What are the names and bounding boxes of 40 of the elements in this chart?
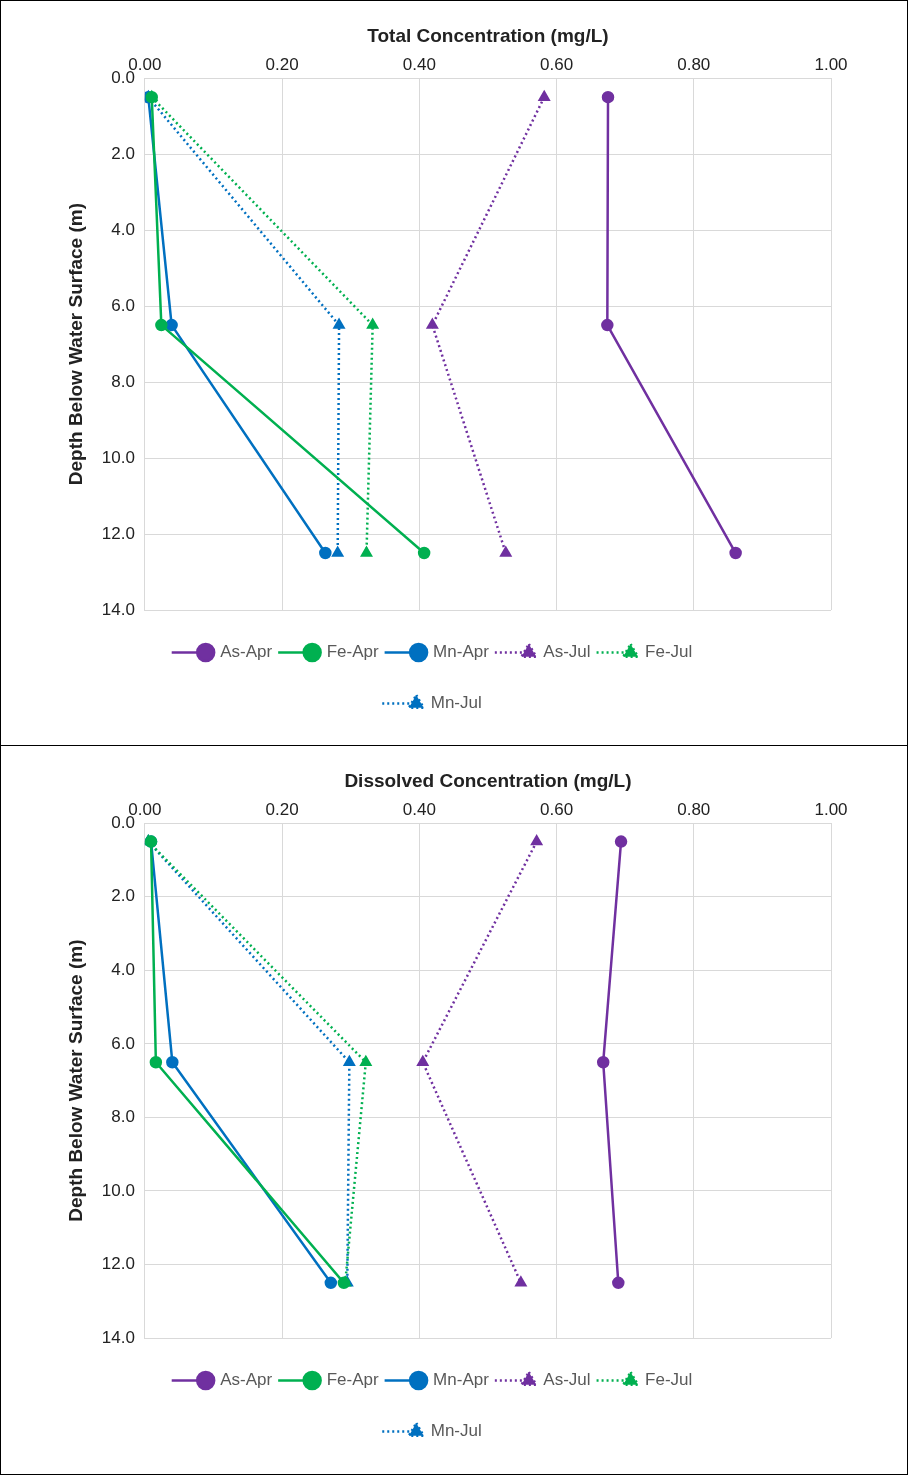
x-tick-label: 0.60 <box>540 799 574 819</box>
y-tick-label: 6.0 <box>111 295 135 315</box>
x-tick-label: 1.00 <box>814 54 848 74</box>
y-tick-label: 10.0 <box>101 1180 135 1200</box>
x-tick-label: 0.60 <box>540 54 574 74</box>
y-tick-label: 2.0 <box>111 143 135 163</box>
legend-label: Mn-Jul <box>430 693 482 713</box>
legend-label: As-Jul <box>543 1370 591 1390</box>
x-axis-title: Dissolved Concentration (mg/L) <box>344 769 632 791</box>
y-tick-label: 8.0 <box>111 371 135 391</box>
legend-label: As-Jul <box>543 642 591 662</box>
legend-label: Mn-Apr <box>433 642 490 662</box>
x-axis-title: Total Concentration (mg/L) <box>367 24 609 46</box>
legend-label: Fe-Jul <box>645 1370 693 1390</box>
x-tick-label: 0.80 <box>677 54 711 74</box>
legend-label: Mn-Jul <box>430 1421 482 1441</box>
y-tick-label: 10.0 <box>101 447 135 467</box>
y-tick-label: 14.0 <box>101 1327 135 1347</box>
y-tick-label: 12.0 <box>101 523 135 543</box>
x-tick-label: 0.20 <box>265 799 299 819</box>
y-tick-label: 2.0 <box>111 886 135 906</box>
x-tick-label: 1.00 <box>814 799 848 819</box>
y-tick-label: 6.0 <box>111 1033 135 1053</box>
x-tick-label: 0.40 <box>402 54 436 74</box>
legend-label: As-Apr <box>220 642 273 662</box>
legend-label: Fe-Apr <box>326 642 379 662</box>
x-tick-label: 0.80 <box>677 799 711 819</box>
y-tick-label: 14.0 <box>101 599 135 619</box>
y-tick-label: 4.0 <box>111 959 135 979</box>
y-tick-label: 4.0 <box>111 219 135 239</box>
y-tick-label: 12.0 <box>101 1254 135 1274</box>
legend-label: Fe-Jul <box>645 642 693 662</box>
legend-label: Fe-Apr <box>326 1370 379 1390</box>
legend-label: As-Apr <box>220 1370 273 1390</box>
y-tick-label: 8.0 <box>111 1107 135 1127</box>
y-axis-title: Depth Below Water Surface (m) <box>64 202 86 486</box>
x-tick-label: 0.20 <box>265 54 299 74</box>
y-axis-title: Depth Below Water Surface (m) <box>64 939 86 1222</box>
x-tick-label: 0.40 <box>402 799 436 819</box>
legend-label: Mn-Apr <box>433 1370 490 1390</box>
